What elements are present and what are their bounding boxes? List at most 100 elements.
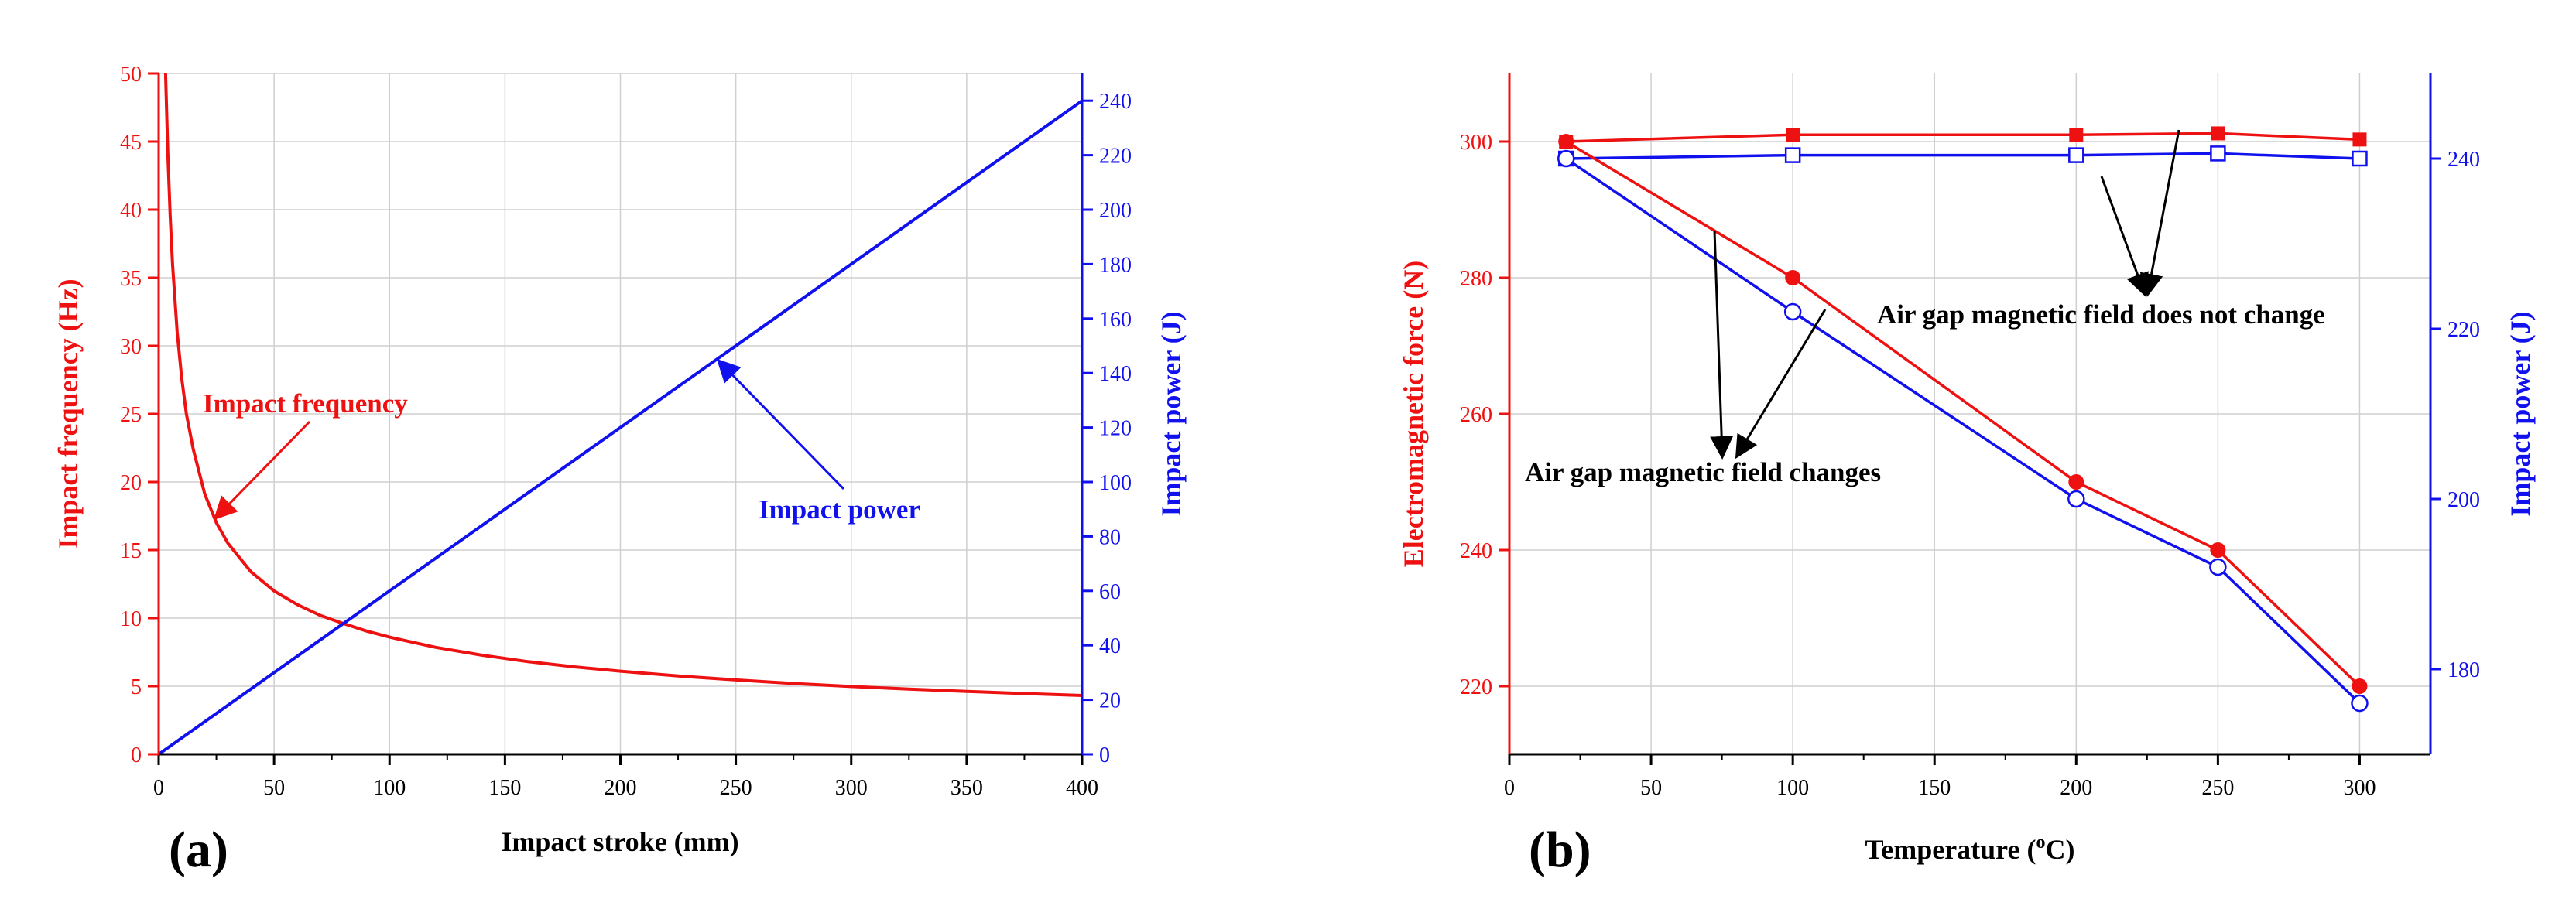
left-tick-label: 15	[120, 539, 142, 563]
data-point-open-circle	[2209, 558, 2227, 576]
x-tick-label: 0	[1504, 776, 1515, 800]
data-point-open-square	[2210, 145, 2226, 162]
x-tick-label: 200	[2060, 776, 2092, 800]
data-point-circle	[1785, 270, 1801, 285]
right-tick-label: 220	[1099, 145, 1132, 169]
data-point-circle	[1558, 134, 1574, 149]
left-tick-label: 5	[131, 675, 142, 699]
left-tick-label: 300	[1460, 131, 1492, 155]
left-tick-label: 20	[120, 471, 142, 495]
right-tick-label: 140	[1099, 362, 1132, 386]
left-tick-label: 280	[1460, 267, 1492, 291]
right-tick-label: 40	[1099, 634, 1121, 658]
data-point-circle	[2352, 678, 2368, 694]
right-tick-label: 100	[1099, 471, 1132, 495]
data-point-open-circle	[1783, 302, 1802, 321]
data-point-open-square	[2068, 147, 2084, 163]
left-tick-label: 50	[120, 63, 142, 87]
left-tick-label: 220	[1460, 675, 1492, 699]
left-tick-label: 10	[120, 607, 142, 631]
panel-b-right-axis-title: Impact power (J)	[2505, 311, 2536, 516]
right-tick-label: 120	[1099, 417, 1132, 441]
series-line-0	[1566, 132, 2360, 143]
x-tick-label: 150	[488, 776, 521, 800]
right-tick-label: 240	[2448, 148, 2480, 172]
panel-b-changes-arrow-1	[1710, 230, 1734, 460]
panel-a-left-ticks: 0 5 10 15 20 25 30 35 40 45 50	[120, 63, 159, 767]
left-tick-label: 35	[120, 267, 142, 291]
panel-b: 0 50 100 150 200 250 300 220 240 260 280 300 180 20…	[1398, 73, 2536, 878]
panel-a-x-axis-title: Impact stroke (mm)	[501, 826, 738, 857]
left-tick-label: 260	[1460, 403, 1492, 427]
panel-a: 0 50 100 150 200 250 300 350 400 051015202530354…	[53, 63, 1187, 878]
x-tick-label: 0	[153, 776, 164, 800]
right-tick-label: 80	[1099, 525, 1121, 549]
x-tick-label: 200	[605, 776, 637, 800]
impact-frequency-line	[163, 73, 1083, 697]
right-tick-label: 20	[1099, 689, 1121, 713]
panel-b-changes-annotation: Air gap magnetic field changes	[1525, 457, 1881, 487]
panel-b-label: (b)	[1529, 822, 1591, 878]
x-tick-label: 400	[1066, 776, 1098, 800]
left-tick-label: 45	[120, 131, 142, 155]
x-tick-label: 300	[2343, 776, 2376, 800]
data-point-open-circle	[2351, 694, 2369, 713]
left-tick-label: 240	[1460, 539, 1492, 563]
panel-a-label: (a)	[169, 822, 228, 878]
x-tick-label: 300	[835, 776, 868, 800]
data-point-open-circle	[2067, 490, 2085, 508]
panel-a-left-axis-title: Impact frequency (Hz)	[53, 279, 84, 548]
left-tick-label: 40	[120, 199, 142, 223]
panel-b-right-ticks: 180 200 220 240	[2430, 148, 2480, 682]
panel-b-grid	[1509, 73, 2430, 754]
right-tick-label: 0	[1099, 743, 1110, 767]
right-tick-label: 60	[1099, 580, 1121, 604]
panel-b-no-change-arrow-1	[2100, 176, 2149, 297]
left-tick-label: 0	[131, 743, 142, 767]
x-tick-label: 100	[1776, 776, 1809, 800]
panel-a-power-annotation: Impact power	[759, 494, 920, 525]
series-line-3	[1565, 157, 2361, 705]
x-tick-label: 250	[2201, 776, 2234, 800]
right-tick-label: 180	[1099, 253, 1132, 277]
panel-b-x-axis-title: Temperature (oC)	[1865, 832, 2075, 865]
data-point-open-square	[2352, 150, 2368, 167]
right-tick-label: 180	[2448, 658, 2480, 682]
x-tick-label: 100	[373, 776, 406, 800]
panel-b-no-change-annotation: Air gap magnetic field does not change	[1877, 299, 2325, 330]
left-tick-label: 25	[120, 403, 142, 427]
panel-b-x-ticks: 0 50 100 150 200 250 300	[1504, 754, 2376, 800]
panel-a-grid	[159, 73, 1083, 754]
x-tick-label: 50	[1640, 776, 1662, 800]
panel-b-changes-arrow-2	[1735, 309, 1827, 460]
panel-a-frequency-annotation: Impact frequency	[203, 388, 408, 419]
panel-b-left-axis-title: Electromagnetic force (N)	[1398, 261, 1429, 568]
x-tick-label: 150	[1918, 776, 1951, 800]
panel-b-no-change-arrow-2	[2139, 129, 2180, 297]
panel-a-right-axis-title: Impact power (J)	[1156, 311, 1187, 516]
data-point-circle	[2210, 542, 2226, 558]
panel-a-right-ticks: 0 20 40 60 80 100 120 140 160 180 200 220 240	[1082, 90, 1132, 767]
right-tick-label: 220	[2448, 318, 2480, 342]
data-point-square	[2069, 128, 2084, 142]
left-tick-label: 30	[120, 335, 142, 359]
panel-b-series	[1557, 126, 2369, 713]
data-point-square	[1786, 128, 1800, 142]
panel-a-frequency-annotation-arrow	[213, 420, 311, 521]
x-tick-label: 250	[720, 776, 752, 800]
right-tick-label: 200	[2448, 488, 2480, 512]
right-tick-label: 240	[1099, 90, 1132, 114]
right-tick-label: 160	[1099, 308, 1132, 332]
data-point-square	[2211, 126, 2225, 141]
panel-b-left-ticks: 220 240 260 280 300	[1460, 131, 1509, 699]
panel-a-x-ticks: 0 50 100 150 200 250 300 350 400	[153, 754, 1098, 800]
impact-power-line	[157, 99, 1084, 756]
right-tick-label: 200	[1099, 199, 1132, 223]
data-point-circle	[2068, 474, 2084, 490]
series-line-1	[1566, 152, 2360, 160]
panel-a-power-annotation-arrow	[716, 358, 845, 490]
panel-a-series-power	[157, 99, 1084, 756]
data-point-square	[2352, 132, 2367, 147]
data-point-open-circle	[1557, 149, 1575, 168]
